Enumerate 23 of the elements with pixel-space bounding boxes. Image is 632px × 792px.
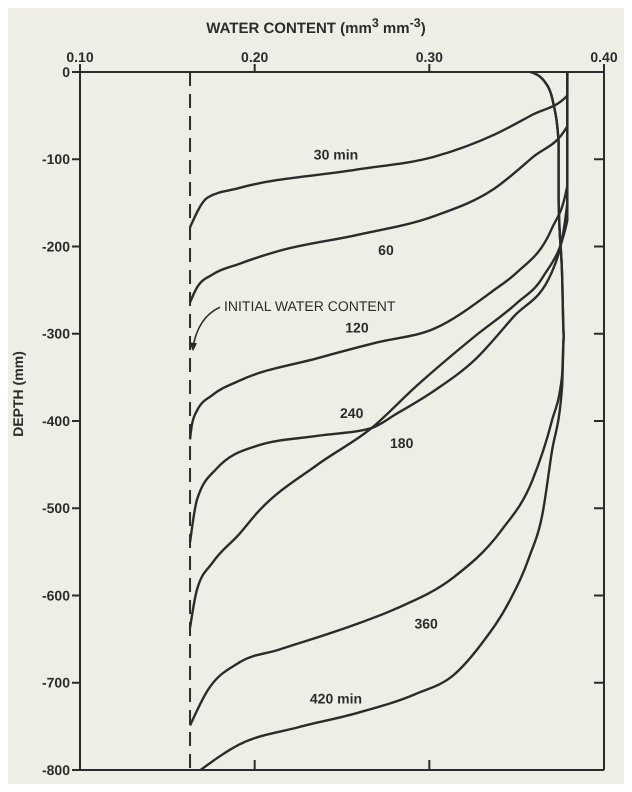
annotation: INITIAL WATER CONTENT <box>224 298 396 314</box>
y-tick-label: -400 <box>42 412 70 429</box>
y-tick-label: -600 <box>42 587 70 604</box>
series-label: 240 <box>340 404 364 421</box>
x-tick-label: 0.10 <box>66 49 94 65</box>
x-tick-label: 0.20 <box>241 49 269 65</box>
series-label: 360 <box>414 616 438 632</box>
series-label: 60 <box>378 242 394 258</box>
x-tick-label: 0.30 <box>416 49 444 65</box>
x-tick-label: 0.40 <box>590 49 618 65</box>
series-label: 120 <box>345 319 369 336</box>
y-tick-label: -800 <box>42 762 70 778</box>
series-label: 180 <box>390 434 414 451</box>
y-tick-label: -300 <box>42 326 70 342</box>
series-label: 30 min <box>314 146 358 163</box>
y-tick-label: -700 <box>42 674 70 691</box>
series-label: 420 min <box>310 690 362 706</box>
x-axis-title: WATER CONTENT (mm$^{3}$ mm$^{-3}$) <box>205 16 427 37</box>
y-tick-label: 0 <box>62 64 70 80</box>
y-tick-label: -200 <box>42 238 70 254</box>
y-tick-label: -500 <box>42 500 70 516</box>
y-axis-title: DEPTH (mm) <box>10 350 26 439</box>
y-tick-label: -100 <box>42 151 70 168</box>
